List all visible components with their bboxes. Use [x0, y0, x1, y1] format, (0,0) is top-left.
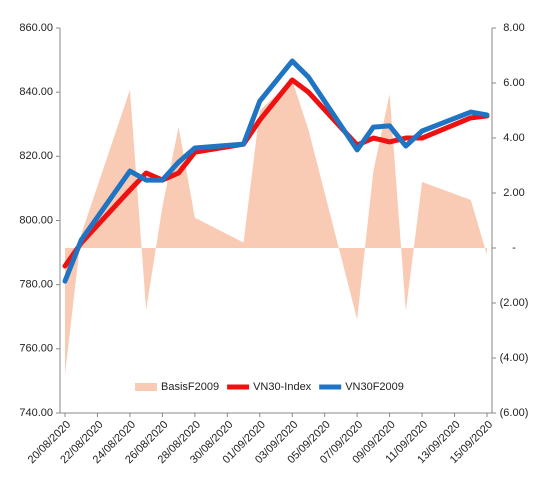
y2-tick-label: 6.00 — [503, 77, 524, 89]
y-tick-label: 760.00 — [19, 343, 53, 355]
area — [65, 80, 487, 375]
y-tick-label: 820.00 — [19, 150, 53, 162]
y2-tick-label: (4.00) — [500, 352, 529, 364]
line — [62, 58, 490, 284]
y-tick-label: 840.00 — [19, 86, 53, 98]
y2-tick-label: (6.00) — [500, 407, 529, 419]
legend-label: BasisF2009 — [161, 381, 219, 393]
y2-tick-label: 4.00 — [503, 132, 524, 144]
y2-tick-label: 8.00 — [503, 22, 524, 34]
legend-label: VN30F2009 — [345, 381, 404, 393]
y2-tick-label: 2.00 — [503, 187, 524, 199]
y-tick-label: 800.00 — [19, 214, 53, 226]
y2-tick-label: - — [512, 242, 516, 254]
y2-tick-label: (2.00) — [500, 297, 529, 309]
y-tick-label: 740.00 — [19, 407, 53, 419]
y-tick-label: 860.00 — [19, 22, 53, 34]
legend-label: VN30-Index — [253, 381, 312, 393]
y-tick-label: 780.00 — [19, 279, 53, 291]
legend-swatch — [135, 383, 157, 391]
